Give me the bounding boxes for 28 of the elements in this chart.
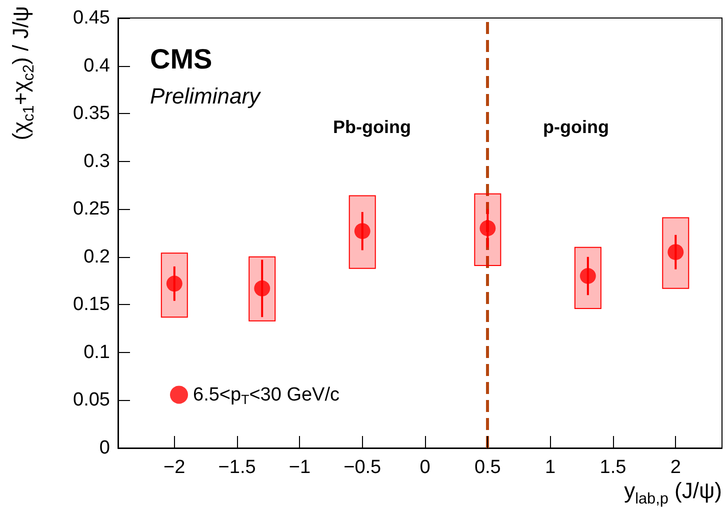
x-tick-label: 2: [670, 457, 681, 478]
x-tick-label: −1: [288, 457, 311, 478]
y-tick-label: 0.45: [73, 8, 110, 28]
x-axis-title: y$_{lab,p}$ (J/ψ): [624, 478, 722, 508]
x-tick-label: 0.5: [474, 457, 501, 478]
x-tick-label: 1: [545, 457, 556, 478]
x-tick-label: −1.5: [218, 457, 256, 478]
y-tick-label: 0.1: [84, 342, 110, 363]
annotation: Pb-going: [333, 117, 411, 137]
x-tick-label: 1.5: [600, 457, 626, 478]
bar: [474, 193, 502, 266]
y-tick-label: 0.3: [84, 150, 110, 172]
annotation: CMS: [150, 44, 212, 74]
y-tick-label: 0.15: [73, 294, 110, 316]
annotation: Preliminary: [150, 84, 262, 108]
y-tick-label: 0.2: [84, 246, 110, 268]
y-tick-label: 0: [99, 438, 110, 458]
annotation: p-going: [543, 117, 609, 137]
y-tick-label: 0.05: [73, 390, 110, 411]
bar: [160, 252, 188, 318]
y-tick-label: 0.4: [84, 55, 110, 76]
x-tick-label: −2: [164, 457, 186, 478]
y-tick-label: 0.35: [73, 103, 110, 124]
x-tick-label: 0: [420, 457, 430, 478]
bar: [348, 195, 376, 269]
y-tick-label: 0.25: [73, 198, 110, 220]
bar: [662, 217, 690, 289]
x-tick-label: −0.5: [344, 457, 382, 478]
